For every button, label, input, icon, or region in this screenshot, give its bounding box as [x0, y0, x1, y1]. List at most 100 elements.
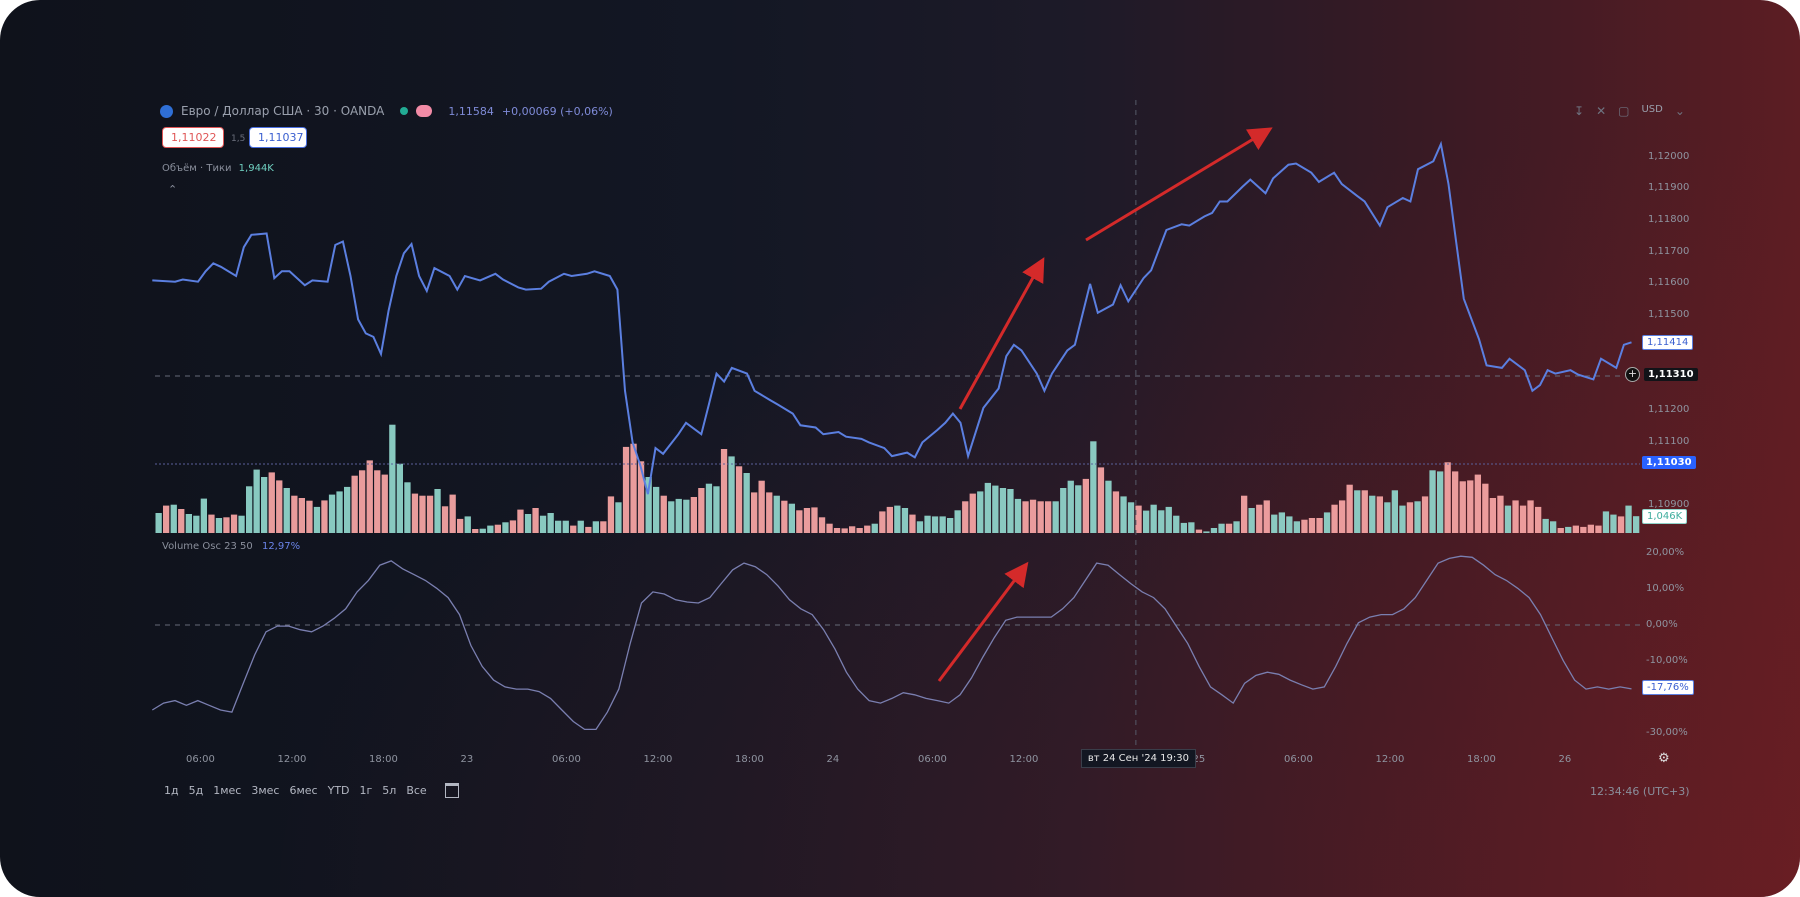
- period-1d[interactable]: 1д: [164, 784, 179, 797]
- volume-legend[interactable]: Объём · Тики 1,944K: [162, 163, 274, 174]
- volume-bar: [1452, 471, 1459, 533]
- volume-bar: [1459, 481, 1466, 533]
- time-axis-tick: 18:00: [735, 754, 764, 765]
- download-icon[interactable]: ↧: [1574, 104, 1585, 118]
- annotation-arrow-3[interactable]: [937, 561, 1029, 682]
- volume-bar: [841, 528, 848, 533]
- volume-bar: [261, 477, 268, 533]
- volume-bar: [600, 521, 607, 533]
- volume-bar: [788, 503, 795, 533]
- volume-bar: [924, 515, 931, 533]
- annotation-arrow-2[interactable]: [1085, 127, 1273, 242]
- chevron-down-icon[interactable]: ⌄: [1674, 104, 1685, 118]
- volume-bar: [735, 466, 743, 533]
- volume-bar: [1474, 474, 1481, 533]
- price-axis-tick: 1,11200: [1648, 404, 1690, 416]
- volume-bar: [781, 500, 788, 533]
- time-axis-tick: 06:00: [552, 754, 581, 765]
- volume-bar: [381, 474, 388, 533]
- volume-bar: [223, 517, 230, 533]
- osc-legend[interactable]: Volume Osc 23 50 12,97%: [162, 541, 300, 552]
- period-1y[interactable]: 1г: [359, 784, 373, 797]
- symbol-title[interactable]: Евро / Доллар США · 30 · OANDA: [181, 104, 385, 118]
- volume-bar: [1097, 467, 1105, 533]
- volume-bar: [826, 523, 833, 533]
- volume-bar: [1414, 501, 1421, 533]
- volume-bar: [1112, 491, 1120, 533]
- settings-gear-icon[interactable]: ⚙: [1658, 751, 1670, 766]
- volume-bar: [351, 475, 358, 533]
- crosshair-time-label: вт 24 Сен '24 19:30: [1080, 749, 1196, 768]
- volume-bar: [1127, 502, 1135, 533]
- volume-bar: [1150, 504, 1157, 533]
- volume-bar: [200, 498, 207, 533]
- period-5y[interactable]: 5л: [382, 784, 397, 797]
- period-1m[interactable]: 1мес: [213, 784, 242, 797]
- market-open-icon: [400, 107, 409, 115]
- fullscreen-collapse-icon[interactable]: ✕: [1596, 104, 1607, 118]
- volume-bar: [1135, 505, 1142, 533]
- volume-bar: [1014, 498, 1022, 533]
- volume-bar: [1278, 512, 1285, 533]
- volume-bar: [253, 469, 260, 533]
- volume-bar: [894, 505, 901, 533]
- delay-badge-icon[interactable]: [416, 105, 433, 117]
- add-alert-plus-icon[interactable]: +: [1625, 367, 1640, 382]
- volume-bar: [585, 526, 592, 533]
- buy-price-button[interactable]: 1,11037: [249, 127, 307, 148]
- volume-bar: [886, 506, 893, 533]
- volume-bar: [336, 491, 343, 533]
- volume-bar: [713, 486, 720, 533]
- volume-bar: [1550, 521, 1557, 533]
- osc-last-label: -17,76%: [1642, 680, 1694, 695]
- volume-bar: [720, 449, 728, 533]
- volume-bar: [1241, 495, 1248, 533]
- volume-bar: [570, 525, 577, 533]
- volume-bar: [1165, 506, 1172, 533]
- volume-bar: [856, 528, 863, 533]
- price-axis-tick: 1,11900: [1648, 182, 1690, 194]
- volume-bar: [803, 508, 811, 533]
- volume-bar: [1625, 505, 1632, 533]
- volume-bar: [615, 502, 622, 533]
- volume-bar: [291, 495, 298, 533]
- volume-bar: [1301, 519, 1308, 533]
- period-3m[interactable]: 3мес: [251, 784, 280, 797]
- volume-bar: [833, 528, 841, 533]
- clock-timezone[interactable]: 12:34:46 (UTC+3): [1590, 785, 1690, 798]
- volume-bar: [1316, 518, 1323, 533]
- volume-bar: [1293, 521, 1300, 533]
- collapse-legend-chevron-icon[interactable]: ⌃: [168, 183, 178, 196]
- period-5d[interactable]: 5д: [188, 784, 204, 797]
- period-ytd[interactable]: YTD: [327, 784, 350, 797]
- currency-selector[interactable]: USD: [1641, 104, 1663, 115]
- period-6m[interactable]: 6мес: [289, 784, 318, 797]
- calendar-goto-date-icon[interactable]: [444, 783, 459, 798]
- osc-legend-value: 12,97%: [261, 541, 301, 552]
- volume-bar: [1369, 495, 1376, 533]
- volume-bar: [178, 509, 185, 533]
- volume-bar: [931, 516, 939, 533]
- volume-bar: [1090, 441, 1097, 533]
- time-axis-tick: 06:00: [1284, 754, 1313, 765]
- price-change: +0,00069 (+0,06%): [501, 104, 613, 118]
- last-price-label: 1,11414: [1642, 335, 1694, 350]
- time-axis-tick: 26: [1558, 754, 1572, 765]
- volume-legend-value: 1,944K: [238, 163, 274, 174]
- volume-bar: [698, 488, 705, 533]
- volume-bar: [1565, 526, 1572, 533]
- expand-icon[interactable]: ▢: [1618, 104, 1630, 118]
- annotation-arrow-1[interactable]: [958, 257, 1045, 410]
- period-all[interactable]: Все: [406, 784, 427, 797]
- volume-bar: [660, 495, 667, 533]
- sell-price-button[interactable]: 1,11022: [162, 127, 224, 148]
- volume-bar: [728, 456, 735, 533]
- volume-bar: [909, 514, 916, 533]
- volume-bar: [939, 516, 946, 533]
- volume-bar: [344, 486, 351, 533]
- volume-bar: [947, 518, 954, 533]
- volume-bar: [1361, 490, 1368, 533]
- time-axis-tick: 18:00: [1467, 754, 1496, 765]
